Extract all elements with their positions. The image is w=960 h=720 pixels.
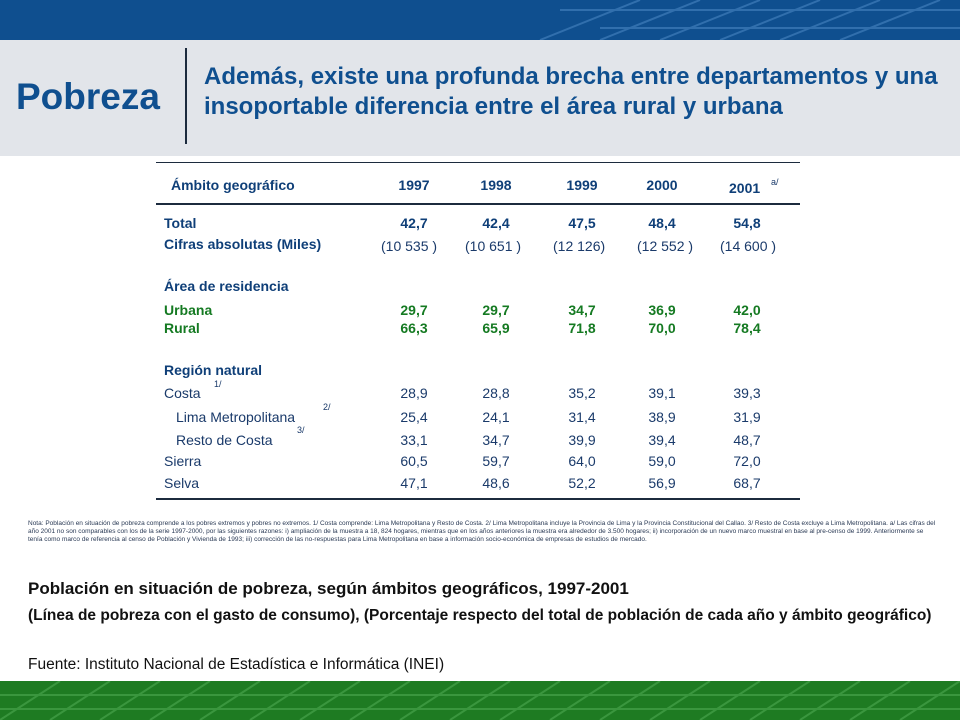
col-header-1998: 1998 <box>480 177 512 193</box>
col-header-2001: 2001 <box>729 180 761 196</box>
bottom-decor-lines <box>0 681 960 720</box>
row-label-lima: Lima Metropolitana <box>176 409 296 425</box>
table-footnote: Nota: Población en situación de pobreza … <box>28 520 936 543</box>
col-header-1999: 1999 <box>566 177 598 193</box>
col-header-ambito: Ámbito geográfico <box>171 177 295 193</box>
cell-rural-1997: 66,3 <box>400 320 428 336</box>
cell-lima-2000: 38,9 <box>648 409 676 425</box>
cell-resto-1998: 34,7 <box>482 432 510 448</box>
cell-rural-1999: 71,8 <box>568 320 596 336</box>
header-divider <box>185 48 187 144</box>
row-label-costa: Costa <box>164 385 201 401</box>
top-decor-bar <box>0 0 960 40</box>
cell-sierra-1997: 60,5 <box>400 453 428 469</box>
cell-selva-2000: 56,9 <box>648 475 676 491</box>
section-area-residencia: Área de residencia <box>164 278 289 294</box>
table-bottom-rule <box>156 498 800 500</box>
cell-urbana-2000: 36,9 <box>648 302 676 318</box>
col-header-2001-note: a/ <box>771 177 779 187</box>
cell-cifras-2000: (12 552 ) <box>637 238 694 254</box>
cell-urbana-1999: 34,7 <box>568 302 596 318</box>
cell-selva-1998: 48,6 <box>482 475 510 491</box>
slide-headline: Además, existe una profunda brecha entre… <box>204 63 938 120</box>
table-header-rule <box>156 203 800 205</box>
caption-subtitle: (Línea de pobreza con el gasto de consum… <box>28 607 932 624</box>
row-label-selva: Selva <box>164 475 200 491</box>
row-label-cifras: Cifras absolutas (Miles) <box>164 236 322 252</box>
row-note-costa: 1/ <box>214 379 222 389</box>
cell-sierra-2000: 59,0 <box>648 453 676 469</box>
cell-cifras-1999: (12 126) <box>553 238 606 254</box>
cell-rural-1998: 65,9 <box>482 320 510 336</box>
cell-lima-1998: 24,1 <box>482 409 510 425</box>
cell-total-1999: 47,5 <box>568 215 596 231</box>
row-label-resto: Resto de Costa <box>176 432 273 448</box>
cell-rural-2000: 70,0 <box>648 320 676 336</box>
row-note-resto: 3/ <box>297 425 305 435</box>
cell-lima-1997: 25,4 <box>400 409 428 425</box>
cell-urbana-2001: 42,0 <box>733 302 761 318</box>
cell-costa-2001: 39,3 <box>733 385 761 401</box>
row-label-urbana: Urbana <box>164 302 213 318</box>
row-label-sierra: Sierra <box>164 453 202 469</box>
cell-total-2001: 54,8 <box>733 215 761 231</box>
cell-total-1998: 42,4 <box>482 215 510 231</box>
cell-resto-2000: 39,4 <box>648 432 676 448</box>
cell-resto-1997: 33,1 <box>400 432 428 448</box>
cell-sierra-1998: 59,7 <box>482 453 510 469</box>
cell-lima-1999: 31,4 <box>568 409 596 425</box>
section-title: Pobreza <box>16 76 160 117</box>
cell-selva-1997: 47,1 <box>400 475 428 491</box>
col-header-1997: 1997 <box>398 177 430 193</box>
cell-costa-1997: 28,9 <box>400 385 428 401</box>
cell-resto-1999: 39,9 <box>568 432 596 448</box>
cell-urbana-1998: 29,7 <box>482 302 510 318</box>
cell-costa-2000: 39,1 <box>648 385 676 401</box>
caption-source: Fuente: Instituto Nacional de Estadístic… <box>28 656 445 673</box>
cell-cifras-1997: (10 535 ) <box>381 238 438 254</box>
cell-costa-1999: 35,2 <box>568 385 596 401</box>
bottom-decor-bar <box>0 681 960 720</box>
cell-costa-1998: 28,8 <box>482 385 510 401</box>
top-decor-lines <box>539 0 960 40</box>
cell-cifras-1998: (10 651 ) <box>465 238 522 254</box>
cell-lima-2001: 31,9 <box>733 409 761 425</box>
col-header-2000: 2000 <box>646 177 678 193</box>
cell-selva-2001: 68,7 <box>733 475 761 491</box>
row-label-total: Total <box>164 215 197 231</box>
cell-sierra-1999: 64,0 <box>568 453 596 469</box>
cell-rural-2001: 78,4 <box>733 320 761 336</box>
section-region-natural: Región natural <box>164 362 263 378</box>
cell-urbana-1997: 29,7 <box>400 302 428 318</box>
cell-total-2000: 48,4 <box>648 215 676 231</box>
row-note-lima: 2/ <box>323 402 331 412</box>
cell-resto-2001: 48,7 <box>733 432 761 448</box>
cell-sierra-2001: 72,0 <box>733 453 761 469</box>
caption-title: Población en situación de pobreza, según… <box>28 579 629 598</box>
slide-header: Pobreza Además, existe una profunda brec… <box>0 40 960 156</box>
cell-total-1997: 42,7 <box>400 215 428 231</box>
row-label-rural: Rural <box>164 320 200 336</box>
cell-selva-1999: 52,2 <box>568 475 596 491</box>
cell-cifras-2001: (14 600 ) <box>720 238 777 254</box>
table-top-rule <box>156 162 800 163</box>
